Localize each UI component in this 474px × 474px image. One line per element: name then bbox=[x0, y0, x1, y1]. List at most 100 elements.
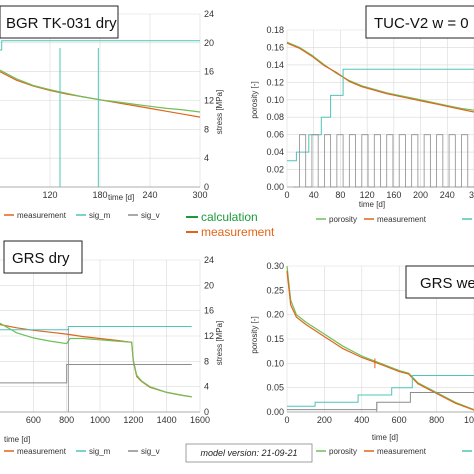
y-tick-label: 0.00 bbox=[266, 407, 284, 417]
porosity-series bbox=[286, 41, 474, 111]
x-tick-label: 200 bbox=[413, 190, 428, 200]
x-tick-label: 30 bbox=[469, 190, 474, 200]
y-tick-label: 0.15 bbox=[266, 334, 284, 344]
y-tick-label: 0.18 bbox=[266, 25, 284, 35]
y-tick-label: 0 bbox=[204, 182, 209, 192]
x-tick-label: 120 bbox=[360, 190, 375, 200]
grs-wet-legend-measurement: measurement bbox=[377, 447, 427, 456]
grs-dry-series bbox=[0, 322, 192, 412]
bgr-title-box bbox=[0, 5, 119, 39]
x-tick-label: 180 bbox=[92, 190, 107, 200]
porosity-series bbox=[286, 265, 474, 411]
grs-wet-ylabel: porosity [-] bbox=[250, 316, 259, 353]
bgr-legend-measurement: measurement bbox=[17, 211, 67, 220]
y-tick-label: 4 bbox=[204, 382, 209, 392]
bgr-legend-sig-v: sig_v bbox=[141, 211, 160, 220]
sig-v-series bbox=[0, 364, 192, 384]
grs-dry-xlabel: time [d] bbox=[4, 435, 30, 444]
center-legend-bg bbox=[180, 206, 298, 242]
x-tick-label: 600 bbox=[26, 415, 41, 425]
y-tick-label: 8 bbox=[204, 356, 209, 366]
bgr-grid bbox=[0, 13, 201, 188]
y-tick-label: 24 bbox=[204, 255, 214, 265]
grs-wet-y-ticks: 0.00 0.05 0.10 0.15 0.20 0.25 0.30 bbox=[266, 261, 284, 417]
y-tick-label: 0 bbox=[204, 407, 209, 417]
grs-dry-legend-sig-m: sig_m bbox=[89, 447, 111, 456]
y-tick-label: 16 bbox=[204, 306, 214, 316]
measurement-series bbox=[286, 270, 474, 411]
grs-dry-x-ticks: 600 800 1000 1200 1400 1600 bbox=[26, 415, 210, 425]
grs-wet-xlabel: time [d] bbox=[372, 433, 398, 442]
tuc-legend: porosity measurement bbox=[316, 215, 472, 224]
x-tick-label: 1000 bbox=[464, 415, 474, 425]
bgr-legend-sig-m: sig_m bbox=[89, 211, 111, 220]
grs-dry-title-box bbox=[3, 240, 83, 274]
sig-v-series bbox=[287, 392, 474, 411]
y-tick-label: 0.10 bbox=[266, 358, 284, 368]
x-tick-label: 160 bbox=[386, 190, 401, 200]
x-tick-label: 600 bbox=[392, 415, 407, 425]
grs-wet-title-box bbox=[405, 265, 474, 299]
tuc-title-box bbox=[365, 5, 474, 39]
x-tick-label: 240 bbox=[142, 190, 157, 200]
x-tick-label: 0 bbox=[284, 415, 289, 425]
y-tick-label: 12 bbox=[204, 331, 214, 341]
grs-dry-legend: measurement sig_m sig_v bbox=[4, 447, 160, 456]
grs-dry-y-ticks: 0 4 8 12 16 20 24 bbox=[204, 255, 214, 417]
y-tick-label: 4 bbox=[204, 153, 209, 163]
y-tick-label: 0.02 bbox=[266, 165, 284, 175]
grs-wet-legend-porosity: porosity bbox=[329, 447, 357, 456]
y-tick-label: 0.16 bbox=[266, 42, 284, 52]
sig-v-series bbox=[293, 134, 474, 188]
x-tick-label: 1600 bbox=[190, 415, 210, 425]
tuc-xlabel: time [d] bbox=[359, 200, 385, 209]
x-tick-label: 80 bbox=[335, 190, 345, 200]
y-tick-label: 0.06 bbox=[266, 130, 284, 140]
grs-wet-x-ticks: 0 200 400 600 800 1000 bbox=[284, 415, 474, 425]
tuc-x-ticks: 0 40 80 120 160 200 240 30 bbox=[284, 190, 474, 200]
x-tick-label: 40 bbox=[309, 190, 319, 200]
y-tick-label: 0.05 bbox=[266, 383, 284, 393]
x-tick-label: 400 bbox=[354, 415, 369, 425]
y-tick-label: 24 bbox=[204, 9, 214, 19]
measurement-series bbox=[286, 42, 474, 113]
y-tick-label: 0.04 bbox=[266, 147, 284, 157]
grs-dry-ylabel: stress [MPa] bbox=[215, 321, 224, 365]
grs-dry-grid bbox=[0, 259, 201, 413]
center-legend: calculation measurement bbox=[180, 206, 298, 242]
x-tick-label: 1200 bbox=[123, 415, 143, 425]
y-tick-label: 0.14 bbox=[266, 60, 284, 70]
sig-m-series bbox=[287, 375, 474, 407]
y-tick-label: 16 bbox=[204, 67, 214, 77]
y-tick-label: 0.08 bbox=[266, 112, 284, 122]
y-tick-label: 0.12 bbox=[266, 77, 284, 87]
calculation-series bbox=[0, 69, 201, 113]
tuc-legend-measurement: measurement bbox=[377, 215, 427, 224]
tuc-y-ticks: 0.00 0.02 0.04 0.06 0.08 0.10 0.12 0.14 0.16 0.18 bbox=[266, 25, 284, 192]
tuc-title: TUC-V2 w = 0 bbox=[374, 15, 469, 32]
bgr-legend: measurement sig_m sig_v bbox=[4, 211, 160, 220]
grs-dry-legend-measurement: measurement bbox=[17, 447, 67, 456]
measurement-series bbox=[0, 324, 192, 398]
y-tick-label: 20 bbox=[204, 38, 214, 48]
y-tick-label: 0.25 bbox=[266, 285, 284, 295]
x-tick-label: 1400 bbox=[157, 415, 177, 425]
bgr-panel: BGR TK-031 dry 120 180 240 300 04812162024 … bbox=[0, 5, 224, 220]
x-tick-label: 240 bbox=[440, 190, 455, 200]
model-version-box bbox=[185, 443, 313, 463]
x-tick-label: 200 bbox=[317, 415, 332, 425]
model-version: model version: 21-09-21 bbox=[200, 448, 297, 458]
bgr-ylabel: stress [MPa] bbox=[215, 90, 224, 134]
grs-wet-title: GRS we bbox=[420, 275, 474, 292]
grs-wet-series bbox=[286, 265, 474, 412]
tuc-series bbox=[286, 41, 474, 188]
tuc-legend-porosity: porosity bbox=[329, 215, 357, 224]
x-tick-label: 120 bbox=[42, 190, 57, 200]
y-tick-label: 20 bbox=[204, 280, 214, 290]
center-legend-calculation: calculation bbox=[201, 210, 258, 224]
sig-m-series bbox=[0, 326, 192, 331]
y-tick-label: 0.10 bbox=[266, 95, 284, 105]
grs-wet-grid bbox=[286, 265, 474, 413]
